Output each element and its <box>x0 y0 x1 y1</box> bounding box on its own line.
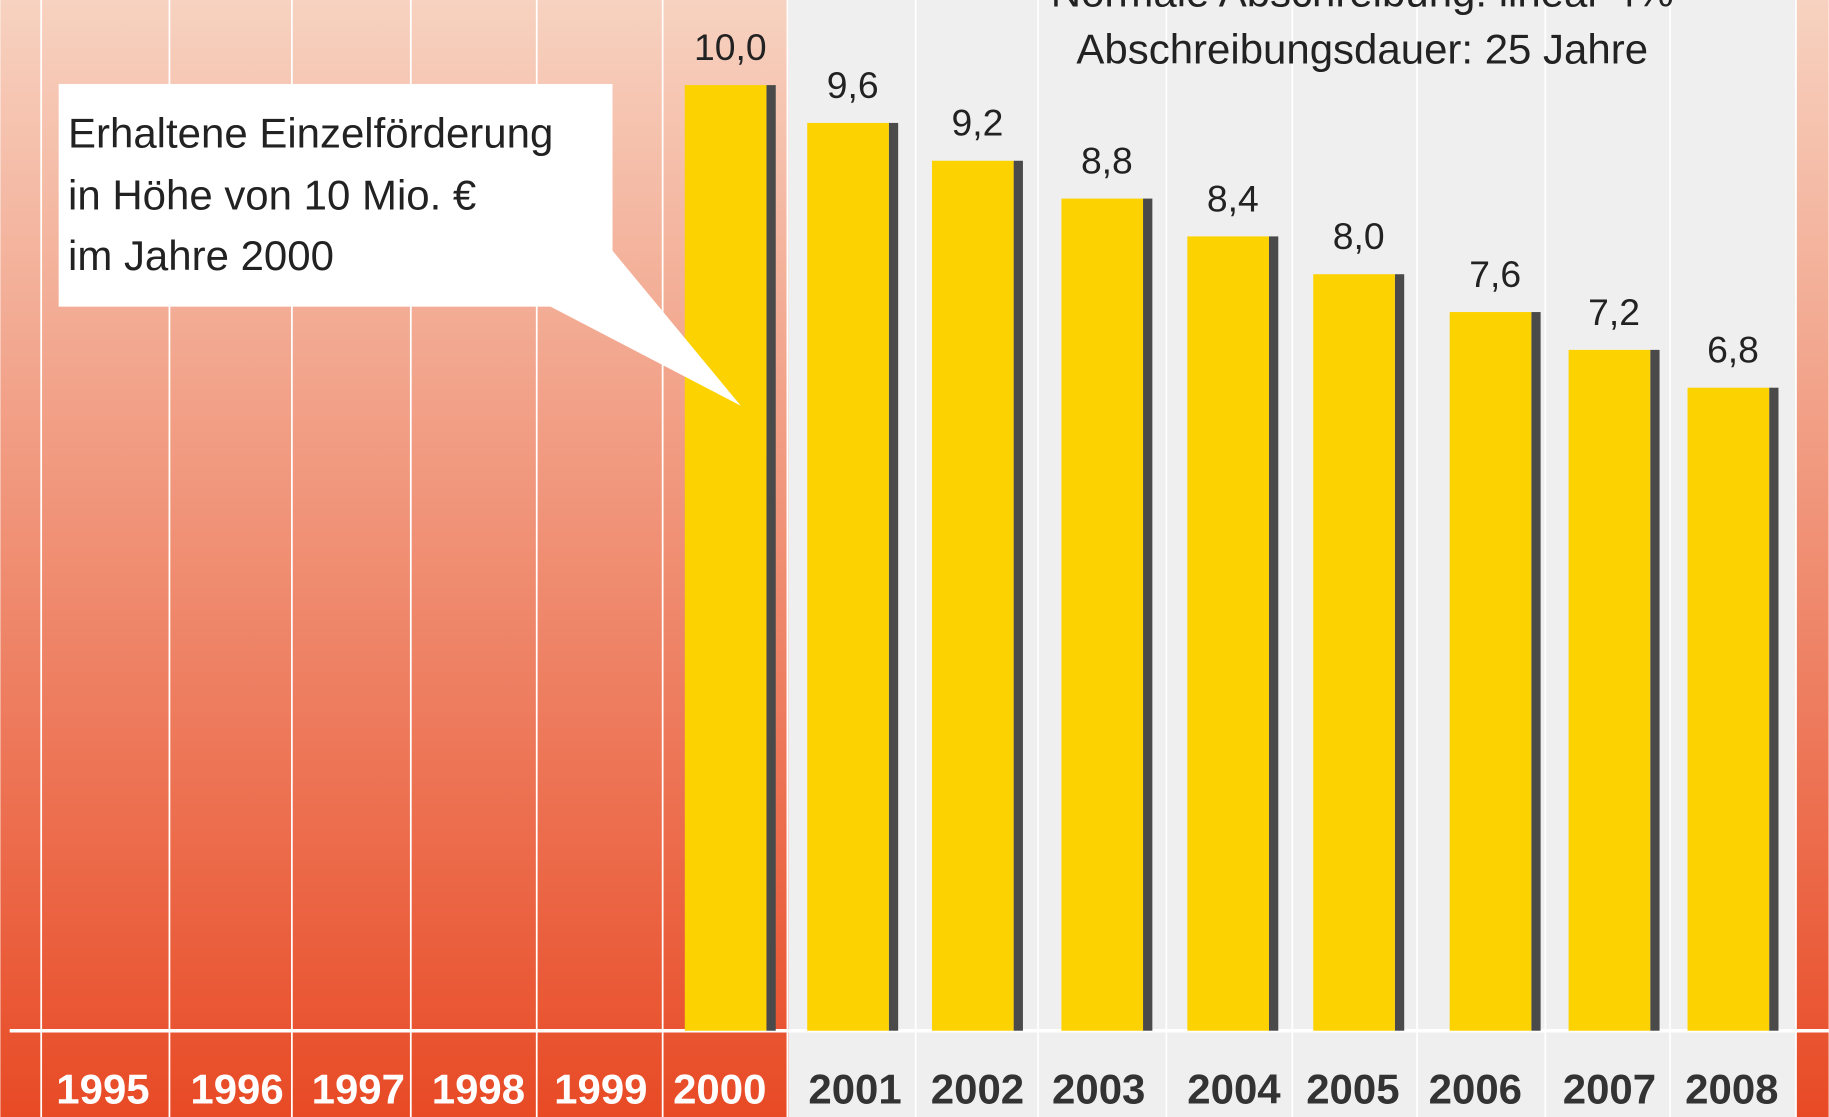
value-label: 10,0 <box>694 26 767 68</box>
bar-shadow <box>766 85 776 1031</box>
bar <box>1187 236 1269 1031</box>
subtitle: Abschreibungsdauer: 25 Jahre <box>1076 26 1648 73</box>
bar-shadow <box>1143 198 1153 1031</box>
x-tick-label: 2001 <box>808 1066 901 1113</box>
bar-shadow <box>1394 274 1405 1031</box>
value-label: 7,6 <box>1469 253 1521 295</box>
bar <box>1687 387 1770 1031</box>
value-label: 8,8 <box>1081 139 1133 181</box>
x-tick-label: 1996 <box>190 1066 283 1113</box>
x-tick-label: 2008 <box>1685 1066 1778 1113</box>
bars: 10,0 9,6 9,2 8,8 8,4 8,0 7,6 7,2 6,8 <box>684 26 1779 1031</box>
x-tick-label: 2006 <box>1429 1066 1522 1113</box>
annotation-line: in Höhe von 10 Mio. € <box>68 171 476 218</box>
value-label: 8,0 <box>1333 215 1385 257</box>
x-tick-label: 2003 <box>1052 1066 1145 1113</box>
bar-shadow <box>888 122 899 1031</box>
bar <box>1313 274 1395 1031</box>
bar-shadow <box>1650 349 1660 1031</box>
x-tick-label: 1998 <box>432 1066 525 1113</box>
bar <box>684 85 767 1031</box>
x-tick-label: 1999 <box>554 1066 647 1113</box>
edge-background <box>1795 0 1829 1117</box>
callout-box <box>58 83 613 307</box>
x-tick-label: 2004 <box>1187 1066 1281 1113</box>
x-tick-label: 1997 <box>312 1066 405 1113</box>
x-tick-label: 2000 <box>673 1066 766 1113</box>
value-label: 7,2 <box>1588 291 1640 333</box>
bar <box>1061 198 1144 1031</box>
bar-shadow <box>1268 236 1279 1031</box>
x-tick-label: 2005 <box>1306 1066 1399 1113</box>
x-tick-label: 2007 <box>1563 1066 1656 1113</box>
bar-shadow <box>1531 312 1541 1031</box>
value-label: 8,4 <box>1207 177 1259 219</box>
annotation-line: Erhaltene Einzelförderung <box>68 110 553 157</box>
bar <box>1449 312 1532 1031</box>
title: Normale Abschreibung: linear 4% <box>1051 0 1674 15</box>
bar <box>1568 349 1651 1031</box>
value-label: 9,2 <box>952 102 1004 144</box>
bar <box>931 160 1014 1031</box>
x-tick-label: 1995 <box>56 1066 149 1113</box>
annotation-line: im Jahre 2000 <box>68 232 334 279</box>
value-label: 9,6 <box>827 64 879 106</box>
x-tick-label: 2002 <box>931 1066 1024 1113</box>
bar-shadow <box>1769 387 1779 1031</box>
bar <box>807 122 889 1031</box>
bar-shadow <box>1013 160 1023 1031</box>
value-label: 6,8 <box>1707 329 1759 371</box>
